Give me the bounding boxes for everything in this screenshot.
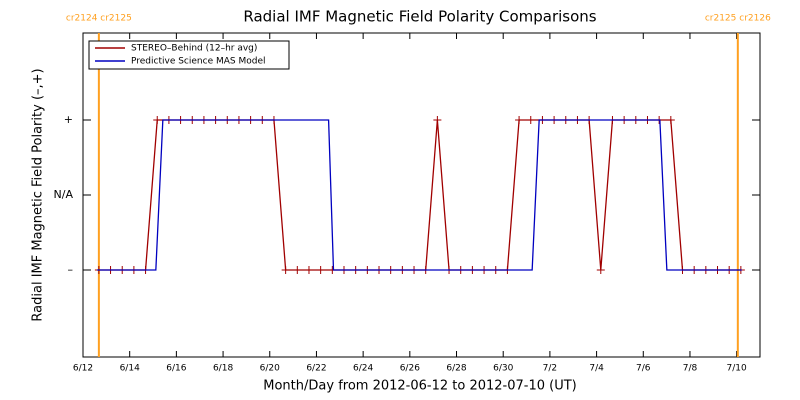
y-tick-label: N/A bbox=[54, 188, 74, 201]
x-tick-label: 7/4 bbox=[589, 364, 604, 374]
data-point bbox=[153, 116, 162, 124]
data-point bbox=[281, 266, 290, 274]
data-point bbox=[304, 266, 313, 274]
data-point bbox=[526, 116, 535, 124]
legend-box bbox=[88, 40, 290, 70]
x-tick-label: 6/24 bbox=[353, 364, 373, 374]
legend-label: STEREO–Behind (12–hr avg) bbox=[131, 44, 257, 54]
x-tick-label: 6/30 bbox=[493, 364, 513, 374]
data-point bbox=[515, 116, 524, 124]
x-axis-label: Month/Day from 2012-06-12 to 2012-07-10 … bbox=[263, 379, 576, 394]
x-tick-label: 6/16 bbox=[166, 364, 186, 374]
y-tick-label: – bbox=[68, 263, 74, 276]
data-point bbox=[596, 266, 605, 274]
x-tick-label: 6/26 bbox=[400, 364, 420, 374]
x-tick-label: 6/22 bbox=[306, 364, 326, 374]
x-tick-label: 7/10 bbox=[727, 364, 747, 374]
x-tick-label: 6/28 bbox=[446, 364, 466, 374]
x-tick-label: 6/12 bbox=[73, 364, 93, 374]
x-tick-label: 6/14 bbox=[120, 364, 140, 374]
x-tick-label: 7/6 bbox=[636, 364, 651, 374]
y-tick-label: + bbox=[64, 113, 73, 126]
data-point bbox=[666, 116, 675, 124]
y-axis-label: Radial IMF Magnetic Field Polarity (–,+) bbox=[31, 68, 46, 321]
carrington-label: cr2125 cr2126 bbox=[705, 14, 771, 24]
x-tick-label: 7/2 bbox=[543, 364, 557, 374]
series-line bbox=[97, 119, 742, 271]
data-point bbox=[316, 266, 325, 274]
chart-title: Radial IMF Magnetic Field Polarity Compa… bbox=[243, 8, 596, 26]
x-tick-label: 7/8 bbox=[683, 364, 698, 374]
data-point bbox=[293, 266, 302, 274]
carrington-label: cr2124 cr2125 bbox=[66, 14, 132, 24]
legend-label: Predictive Science MAS Model bbox=[131, 57, 266, 67]
x-tick-label: 6/18 bbox=[213, 364, 233, 374]
data-point bbox=[433, 116, 442, 124]
x-tick-label: 6/20 bbox=[260, 364, 280, 374]
